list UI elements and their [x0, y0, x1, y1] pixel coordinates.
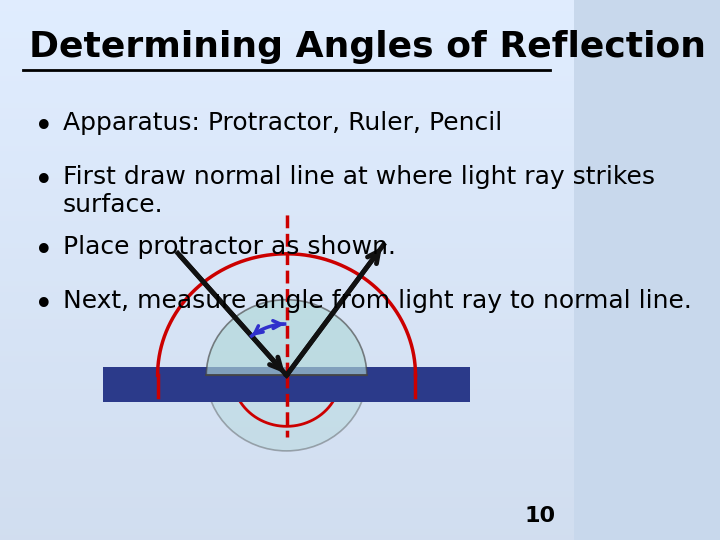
Wedge shape — [207, 300, 366, 375]
Text: Next, measure angle from light ray to normal line.: Next, measure angle from light ray to no… — [63, 289, 692, 313]
Text: Apparatus: Protractor, Ruler, Pencil: Apparatus: Protractor, Ruler, Pencil — [63, 111, 503, 134]
Text: •: • — [35, 235, 54, 268]
Text: 10: 10 — [525, 507, 556, 526]
Wedge shape — [207, 375, 366, 451]
Bar — [103, 367, 470, 402]
Text: •: • — [35, 165, 54, 198]
Text: First draw normal line at where light ray strikes
surface.: First draw normal line at where light ra… — [63, 165, 655, 217]
Text: •: • — [35, 289, 54, 322]
Text: •: • — [35, 111, 54, 144]
Text: Determining Angles of Reflection: Determining Angles of Reflection — [29, 30, 706, 64]
Text: Place protractor as shown.: Place protractor as shown. — [63, 235, 396, 259]
